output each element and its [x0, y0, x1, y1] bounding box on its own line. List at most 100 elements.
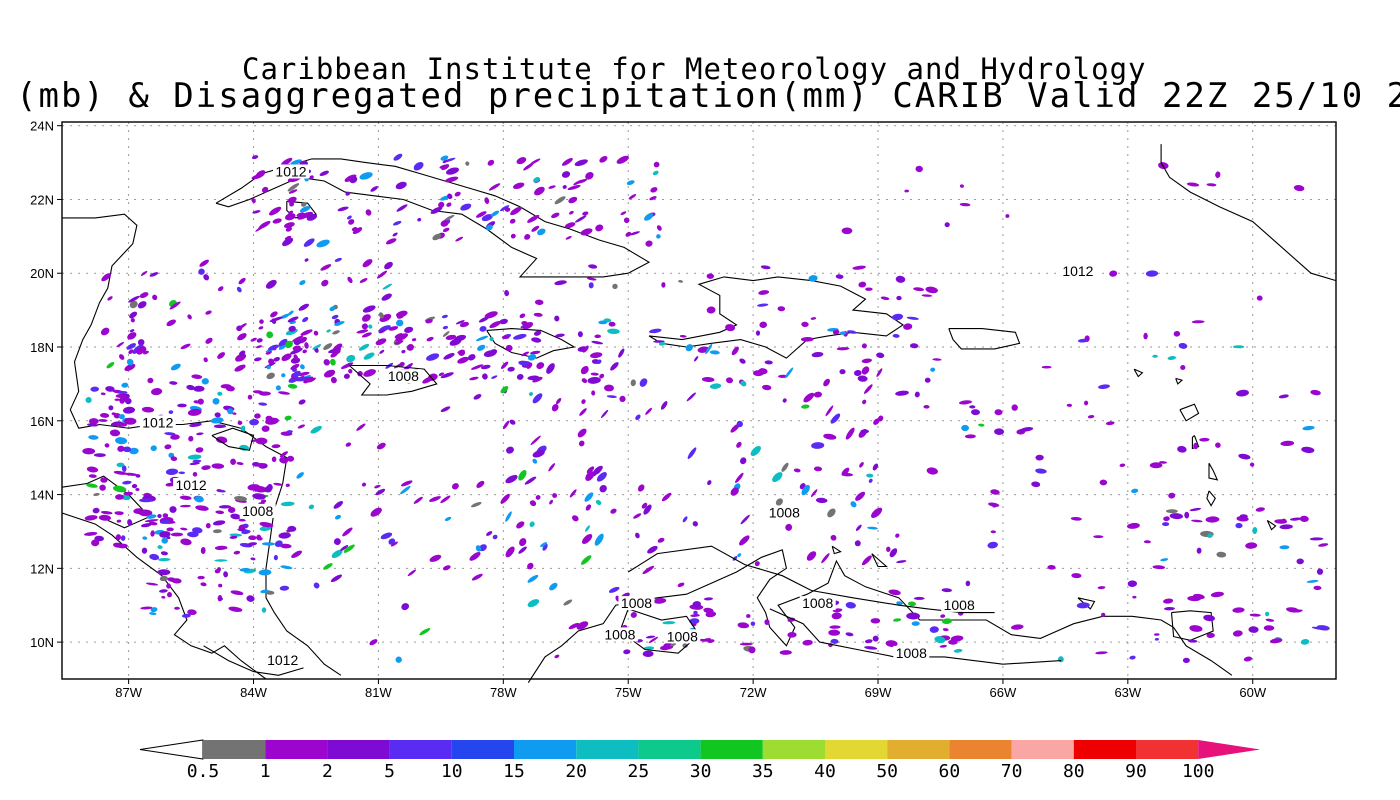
precip-cell	[235, 353, 247, 362]
precip-cell	[180, 343, 191, 350]
precip-cell	[177, 403, 187, 408]
precip-cell	[149, 272, 159, 277]
coast-central-america	[62, 213, 342, 676]
precip-cell	[1099, 479, 1108, 486]
precip-cell	[283, 222, 295, 229]
precip-cell	[319, 170, 329, 176]
precip-cell	[384, 261, 393, 270]
precip-cell	[490, 210, 500, 217]
precip-cell	[1160, 558, 1169, 562]
precip-cell	[216, 489, 223, 493]
precip-cell	[161, 595, 166, 599]
precip-cell	[889, 548, 898, 558]
precip-cell	[352, 227, 363, 235]
precip-cell	[446, 202, 452, 207]
precip-cell	[585, 504, 592, 511]
precip-cell	[754, 561, 760, 567]
precip-cell	[345, 442, 352, 447]
precip-cell	[948, 639, 958, 645]
precip-cell	[628, 194, 637, 200]
precip-cell	[212, 397, 220, 405]
precip-cell	[1232, 345, 1245, 349]
precip-cell	[1310, 389, 1321, 396]
precip-cell	[320, 264, 332, 271]
precip-cell	[518, 470, 527, 481]
precip-cell	[302, 349, 307, 354]
precip-cell	[205, 337, 213, 344]
precip-cell	[531, 225, 540, 232]
precip-cell	[625, 231, 632, 237]
precip-cell	[489, 320, 502, 329]
precip-cell	[861, 343, 867, 349]
precip-cell	[604, 384, 614, 392]
precip-cell	[392, 220, 402, 226]
precip-cell	[532, 458, 538, 464]
precip-cell	[750, 445, 761, 457]
precip-cell	[425, 319, 433, 324]
precip-cell	[260, 589, 269, 594]
precip-cell	[532, 376, 543, 383]
precip-cell	[137, 339, 145, 346]
precip-cell	[157, 545, 163, 550]
precip-cell	[1168, 492, 1176, 499]
precip-cell	[811, 351, 824, 358]
precip-cell	[254, 413, 261, 419]
precip-cell	[365, 209, 372, 216]
precip-cell	[406, 344, 415, 351]
precip-cell	[101, 273, 112, 282]
coast-antigua	[1175, 377, 1184, 385]
precip-cell	[587, 376, 601, 384]
precip-cell	[455, 236, 464, 242]
precip-cell	[581, 399, 586, 404]
precip-cell	[285, 226, 293, 232]
precip-cell	[830, 638, 839, 644]
contour-label: 1008	[388, 368, 419, 384]
precipitation-blobs	[82, 153, 1330, 664]
precip-cell	[200, 582, 207, 587]
precip-cell	[513, 333, 527, 340]
precip-cell	[292, 335, 304, 342]
precip-cell	[297, 212, 310, 220]
precip-cell	[526, 362, 533, 369]
precip-cell	[1189, 625, 1203, 632]
precip-cell	[285, 483, 290, 488]
precip-cell	[1154, 633, 1160, 636]
precip-cell	[1126, 522, 1140, 529]
precip-cell	[482, 373, 488, 380]
precip-cell	[925, 286, 938, 294]
precip-cell	[505, 511, 512, 522]
lat-tick-label: 14N	[30, 488, 54, 503]
precip-cell	[534, 186, 545, 196]
precip-cell	[551, 404, 559, 412]
precip-cell	[331, 549, 343, 559]
precip-cell	[114, 398, 121, 401]
precip-cell	[332, 330, 340, 335]
precip-cell	[561, 171, 571, 178]
precip-cell	[1187, 639, 1198, 643]
precip-cell	[127, 519, 133, 526]
precip-cell	[554, 280, 567, 286]
precip-cell	[396, 319, 404, 327]
precip-cell	[195, 505, 209, 511]
precip-cell	[707, 639, 715, 643]
precip-cell	[839, 331, 847, 335]
precip-cell	[273, 356, 280, 362]
precip-cell	[471, 364, 484, 370]
precip-cell	[1186, 182, 1200, 187]
precip-cell	[903, 323, 913, 330]
precip-cell	[347, 215, 352, 220]
precip-cell	[122, 480, 132, 485]
precip-cell	[740, 514, 750, 525]
precip-cell	[252, 390, 264, 394]
precip-cell	[942, 618, 952, 625]
precip-cell	[241, 529, 251, 535]
precip-cell	[1145, 270, 1159, 277]
precip-cell	[679, 334, 687, 338]
precip-cell	[98, 514, 111, 521]
precip-cell	[1264, 611, 1270, 617]
precip-cell	[149, 612, 157, 616]
precip-cell	[588, 264, 598, 269]
precip-cell	[569, 489, 577, 498]
precip-cell	[217, 391, 223, 396]
precip-cell	[810, 317, 817, 320]
